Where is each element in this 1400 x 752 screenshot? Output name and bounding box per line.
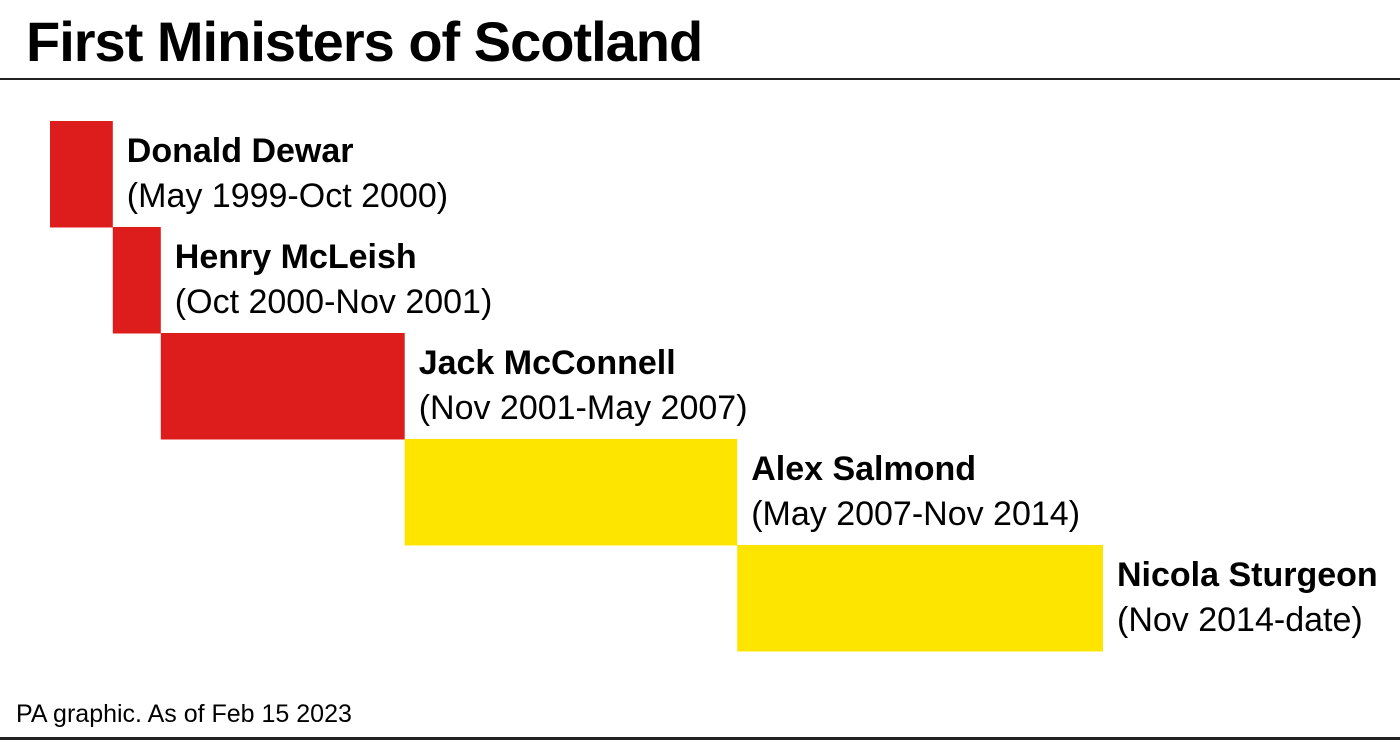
footer-divider	[0, 737, 1400, 740]
tenure-period-jack-mcconnell: (Nov 2001-May 2007)	[419, 389, 748, 427]
tenure-period-donald-dewar: (May 1999-Oct 2000)	[127, 177, 448, 215]
tenure-period-henry-mcleish: (Oct 2000-Nov 2001)	[175, 283, 493, 321]
tenure-bar-donald-dewar	[50, 121, 113, 228]
minister-name-nicola-sturgeon: Nicola Sturgeon	[1117, 556, 1378, 594]
tenure-bar-henry-mcleish	[112, 227, 161, 334]
source-note: PA graphic. As of Feb 15 2023	[16, 700, 352, 728]
title-divider	[0, 78, 1400, 80]
minister-name-henry-mcleish: Henry McLeish	[175, 238, 417, 276]
tenure-period-alex-salmond: (May 2007-Nov 2014)	[751, 495, 1080, 533]
tenure-bar-jack-mcconnell	[160, 333, 405, 440]
minister-name-jack-mcconnell: Jack McConnell	[419, 344, 676, 382]
tenure-bar-nicola-sturgeon	[737, 545, 1103, 652]
tenure-period-nicola-sturgeon: (Nov 2014-date)	[1117, 601, 1363, 639]
minister-name-alex-salmond: Alex Salmond	[751, 450, 976, 488]
tenure-bar-alex-salmond	[404, 439, 738, 546]
minister-name-donald-dewar: Donald Dewar	[127, 132, 354, 170]
chart-title: First Ministers of Scotland	[26, 10, 703, 73]
